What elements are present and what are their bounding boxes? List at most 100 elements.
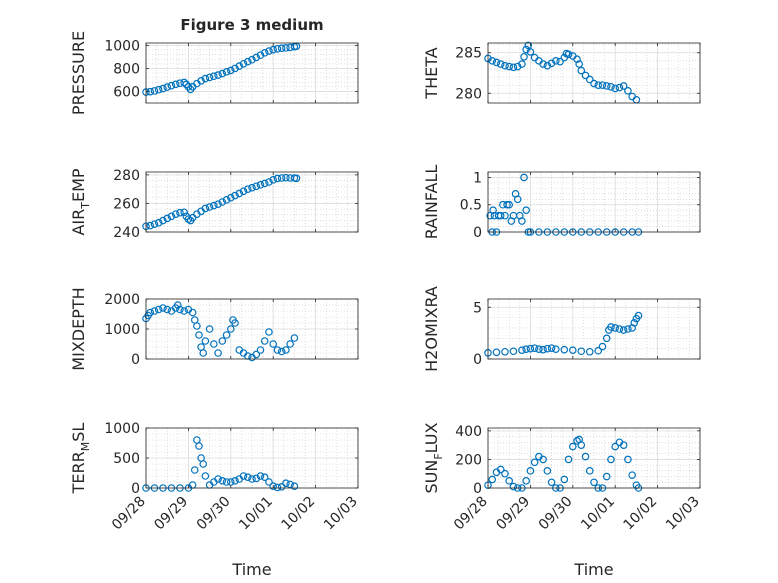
- data-point: [163, 83, 172, 91]
- data-point: [222, 196, 231, 204]
- y-tick-label: 285: [455, 46, 482, 62]
- data-point: [205, 325, 214, 333]
- data-point: [174, 301, 182, 309]
- data-point: [214, 71, 222, 79]
- data-point: [619, 82, 628, 90]
- data-point: [530, 458, 539, 467]
- data-point: [513, 62, 522, 71]
- data-point: [239, 187, 248, 196]
- data-point: [535, 345, 543, 353]
- data-point: [518, 217, 526, 225]
- data-point: [526, 467, 535, 475]
- data-point: [526, 344, 535, 353]
- data-point: [564, 50, 573, 59]
- subplot-sun-flux: 0 200 400 09/28 09/29 09/30 10/01 10/02 10/03 SUN…: [422, 422, 703, 533]
- data-point: [568, 442, 577, 451]
- data-point: [235, 62, 244, 70]
- data-point: [277, 347, 286, 356]
- data-point: [252, 474, 261, 483]
- y-axis-label-part: LUX: [422, 422, 441, 453]
- data-point: [265, 478, 273, 486]
- data-point: [146, 308, 155, 317]
- data-point: [585, 467, 594, 475]
- data-point: [146, 221, 155, 230]
- data-point: [180, 307, 188, 315]
- data-point: [256, 51, 265, 59]
- data-point: [273, 483, 282, 492]
- data-point: [210, 340, 218, 348]
- y-tick-label: 1000: [104, 38, 140, 54]
- data-point: [630, 318, 639, 327]
- data-point: [522, 345, 530, 353]
- data-point: [556, 57, 564, 66]
- x-tick-label: 10/01: [578, 494, 618, 534]
- y-tick-label: 0: [131, 481, 140, 497]
- data-point: [231, 64, 239, 73]
- data-point: [273, 174, 282, 183]
- data-point: [290, 334, 299, 342]
- subplot-h2omixra: 0 5 H2OMIXRA: [422, 286, 701, 372]
- data-point: [248, 55, 256, 64]
- data-point: [231, 319, 239, 327]
- data-point: [260, 473, 269, 482]
- data-point: [496, 60, 505, 68]
- data-point: [260, 179, 269, 188]
- data-point: [496, 211, 505, 220]
- y-tick-label: 800: [113, 61, 140, 77]
- y-axis-label-part: AIR: [69, 209, 88, 236]
- data-point: [150, 307, 159, 315]
- data-point: [501, 61, 509, 70]
- x-tick-label: 10/02: [621, 494, 661, 534]
- data-point: [581, 452, 590, 461]
- y-tick-label: 260: [113, 196, 140, 212]
- data-point: [594, 81, 603, 89]
- data-point: [231, 476, 239, 485]
- y-axis-label-part: SUN: [422, 460, 441, 494]
- x-tick-label: 09/28: [451, 494, 491, 534]
- data-point: [197, 77, 205, 85]
- data-point: [539, 60, 547, 68]
- data-point: [188, 308, 197, 317]
- data-point: [522, 477, 530, 485]
- data-point: [520, 173, 528, 182]
- data-point: [552, 57, 560, 65]
- data-point: [611, 442, 620, 451]
- axes-box: [145, 171, 359, 233]
- data-point: [282, 173, 290, 182]
- data-point: [176, 305, 184, 314]
- data-point: [269, 482, 278, 491]
- data-point: [520, 52, 528, 61]
- y-tick-label: 600: [113, 84, 140, 100]
- y-tick-label: 0: [473, 481, 482, 497]
- data-point: [575, 60, 583, 68]
- x-tick-label: 10/01: [236, 494, 276, 534]
- data-point: [619, 441, 628, 449]
- y-tick-label: 1000: [104, 322, 140, 338]
- data-point: [503, 200, 511, 209]
- data-point: [159, 304, 167, 312]
- data-point: [602, 82, 611, 90]
- y-axis-label-subscript: M: [79, 442, 92, 452]
- data-point: [205, 73, 214, 82]
- y-axis-label-part: EMP: [69, 168, 88, 202]
- data-point: [286, 340, 294, 348]
- data-point: [598, 81, 607, 89]
- data-point: [488, 475, 497, 484]
- x-tick-label: 09/30: [194, 494, 234, 534]
- subplot-rainfall: 0 0.5 1 RAINFALL: [422, 165, 701, 241]
- data-point: [282, 479, 290, 488]
- data-point: [235, 189, 244, 198]
- data-point: [193, 322, 201, 330]
- subplot-pressure: 600 800 1000 PRESSURE: [69, 31, 359, 115]
- data-point: [150, 87, 159, 95]
- y-tick-label: 280: [113, 168, 140, 184]
- data-point: [292, 174, 301, 183]
- data-point: [222, 68, 231, 76]
- data-point: [218, 198, 227, 206]
- data-point: [199, 460, 208, 468]
- data-point: [560, 345, 569, 354]
- data-point: [505, 62, 514, 71]
- data-point: [243, 473, 252, 482]
- data-point: [607, 82, 615, 91]
